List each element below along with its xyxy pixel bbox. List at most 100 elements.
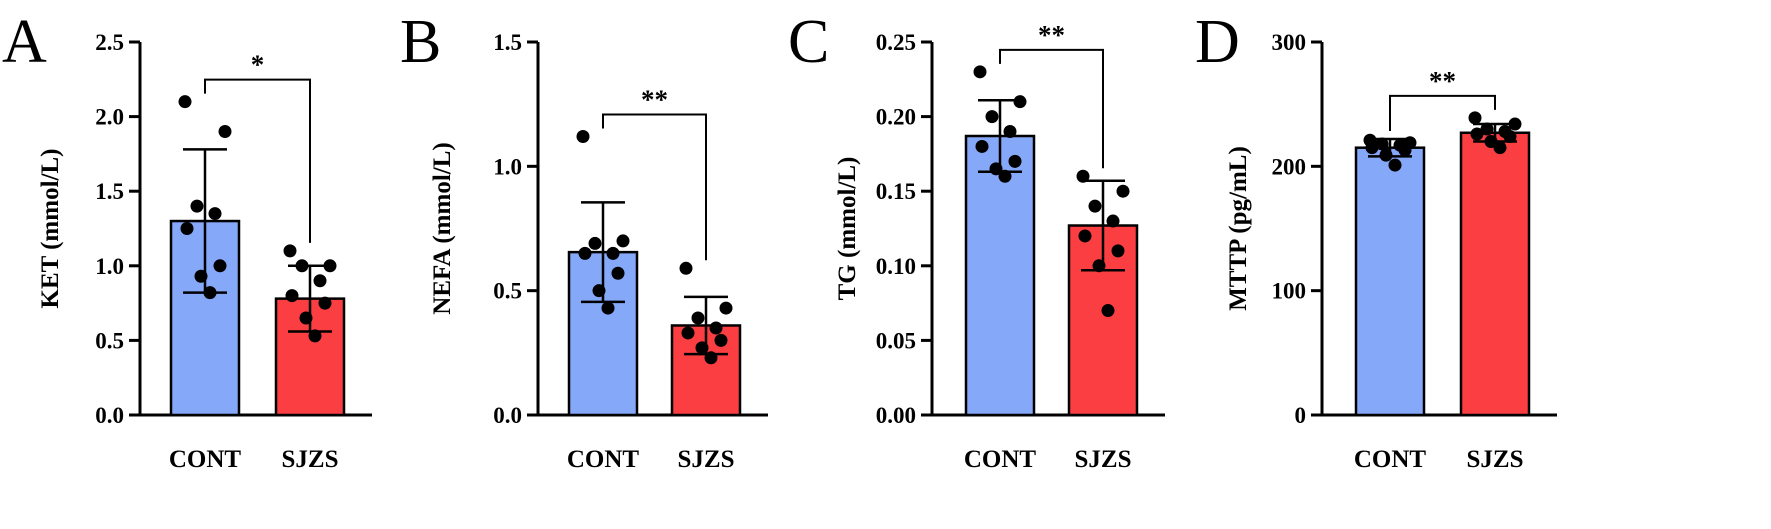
y-axis-label: KET (mmol/L) xyxy=(37,149,64,309)
y-axis-label: MTTP (pg/mL) xyxy=(1225,146,1252,311)
significance-label: * xyxy=(251,50,265,80)
data-point xyxy=(679,261,693,275)
category-label-cont: CONT xyxy=(169,446,242,473)
data-point xyxy=(1106,214,1120,228)
data-point xyxy=(704,351,718,365)
data-point xyxy=(323,259,337,273)
data-point xyxy=(1088,199,1102,213)
data-point xyxy=(1008,154,1022,168)
data-point xyxy=(180,222,194,235)
panel-letter: D xyxy=(1195,8,1240,76)
bar-cont xyxy=(1354,146,1426,417)
data-point xyxy=(194,269,208,283)
data-point xyxy=(998,169,1012,183)
data-point xyxy=(208,207,222,221)
category-label-sjzs: SJZS xyxy=(678,446,735,473)
data-point xyxy=(299,311,313,325)
y-tick-label: 1.0 xyxy=(493,154,522,179)
data-point xyxy=(975,139,989,153)
data-point xyxy=(190,199,204,213)
y-tick-label: 1.0 xyxy=(95,254,124,279)
panel-letter: C xyxy=(788,8,829,76)
data-point xyxy=(178,95,192,109)
category-label-cont: CONT xyxy=(1354,446,1427,473)
data-point xyxy=(576,129,590,143)
data-point xyxy=(1480,122,1494,136)
data-point xyxy=(681,326,695,340)
y-tick-label: 0.0 xyxy=(493,403,522,428)
data-point xyxy=(1101,304,1115,318)
y-tick-label: 2.0 xyxy=(95,105,124,130)
y-tick-label: 0.5 xyxy=(95,328,124,353)
panel-b: B NEFA (mmol/L) 0.0 0.5 1.0 1.5 CONT SJZS ** xyxy=(400,8,768,473)
data-point xyxy=(1470,127,1484,141)
data-point xyxy=(308,329,322,343)
data-point xyxy=(213,259,227,273)
panel-a: A KET (mmol/L) 0.0 0.5 1.0 1.5 2.0 2.5 CONT SJZS * xyxy=(2,8,372,473)
data-point xyxy=(616,234,630,248)
significance-bracket xyxy=(602,113,707,261)
significance-bracket xyxy=(1389,94,1496,131)
data-point xyxy=(1398,143,1412,157)
data-point xyxy=(318,296,332,310)
significance-label: ** xyxy=(1429,66,1456,96)
data-point xyxy=(1375,137,1389,151)
bar-sjzs xyxy=(1459,131,1531,417)
significance-label: ** xyxy=(641,84,668,114)
data-point xyxy=(313,274,327,288)
data-point xyxy=(709,321,723,335)
data-point xyxy=(1365,141,1379,155)
data-point xyxy=(1076,169,1090,183)
data-point xyxy=(719,301,733,315)
data-point xyxy=(611,266,625,280)
significance-label: ** xyxy=(1038,20,1065,50)
panel-d: D MTTP (pg/mL) 0 100 200 300 CONT SJZS ** xyxy=(1195,8,1557,473)
data-point xyxy=(588,236,602,250)
data-point xyxy=(1468,111,1482,125)
y-tick-label: 0.15 xyxy=(876,179,916,204)
category-label-cont: CONT xyxy=(567,446,640,473)
data-point xyxy=(1388,158,1402,172)
data-point xyxy=(973,65,987,79)
y-tick-label: 200 xyxy=(1272,154,1307,179)
data-point xyxy=(985,110,999,124)
significance-bracket xyxy=(999,48,1104,169)
y-tick-label: 1.5 xyxy=(95,179,124,204)
data-point xyxy=(606,246,620,260)
category-label-cont: CONT xyxy=(964,446,1037,473)
y-tick-label: 0.5 xyxy=(493,279,522,304)
y-tick-label: 300 xyxy=(1272,30,1307,55)
data-point xyxy=(578,246,592,260)
y-tick-label: 0.00 xyxy=(876,403,916,428)
panel-letter: A xyxy=(2,8,47,76)
panel-letter: B xyxy=(400,8,441,76)
data-point xyxy=(691,311,705,325)
significance-bracket xyxy=(204,78,311,243)
y-tick-label: 0 xyxy=(1295,403,1307,428)
data-point xyxy=(285,289,299,303)
data-point xyxy=(1379,148,1393,162)
data-point xyxy=(295,259,309,273)
data-point xyxy=(1503,129,1517,143)
y-tick-label: 1.5 xyxy=(493,30,522,55)
y-tick-label: 0.10 xyxy=(876,254,916,279)
y-tick-label: 0.05 xyxy=(876,328,916,353)
data-point xyxy=(1493,141,1507,155)
data-point xyxy=(1013,95,1027,109)
data-point xyxy=(1092,259,1106,273)
data-point xyxy=(1078,229,1092,243)
y-tick-label: 0.25 xyxy=(876,30,916,55)
y-axis-label: NEFA (mmol/L) xyxy=(429,142,456,314)
y-axis-label: TG (mmol/L) xyxy=(834,157,861,301)
data-point xyxy=(283,244,297,258)
data-point xyxy=(218,125,232,139)
data-point xyxy=(695,341,709,355)
category-label-sjzs: SJZS xyxy=(282,446,339,473)
y-tick-label: 100 xyxy=(1272,279,1307,304)
category-label-sjzs: SJZS xyxy=(1467,446,1524,473)
y-tick-label: 0.20 xyxy=(876,105,916,130)
data-point xyxy=(203,286,217,300)
data-point xyxy=(989,162,1003,176)
data-point xyxy=(1508,117,1522,131)
